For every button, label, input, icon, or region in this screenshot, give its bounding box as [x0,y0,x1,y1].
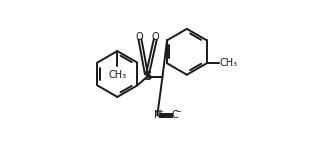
Text: CH₃: CH₃ [219,58,237,68]
Text: N: N [153,110,161,120]
Text: O: O [136,32,143,42]
Text: C: C [172,110,178,120]
Text: +: + [157,109,163,115]
Text: S: S [143,70,151,83]
Text: −: − [175,109,181,115]
Text: CH₃: CH₃ [108,70,126,80]
Text: O: O [152,32,160,42]
